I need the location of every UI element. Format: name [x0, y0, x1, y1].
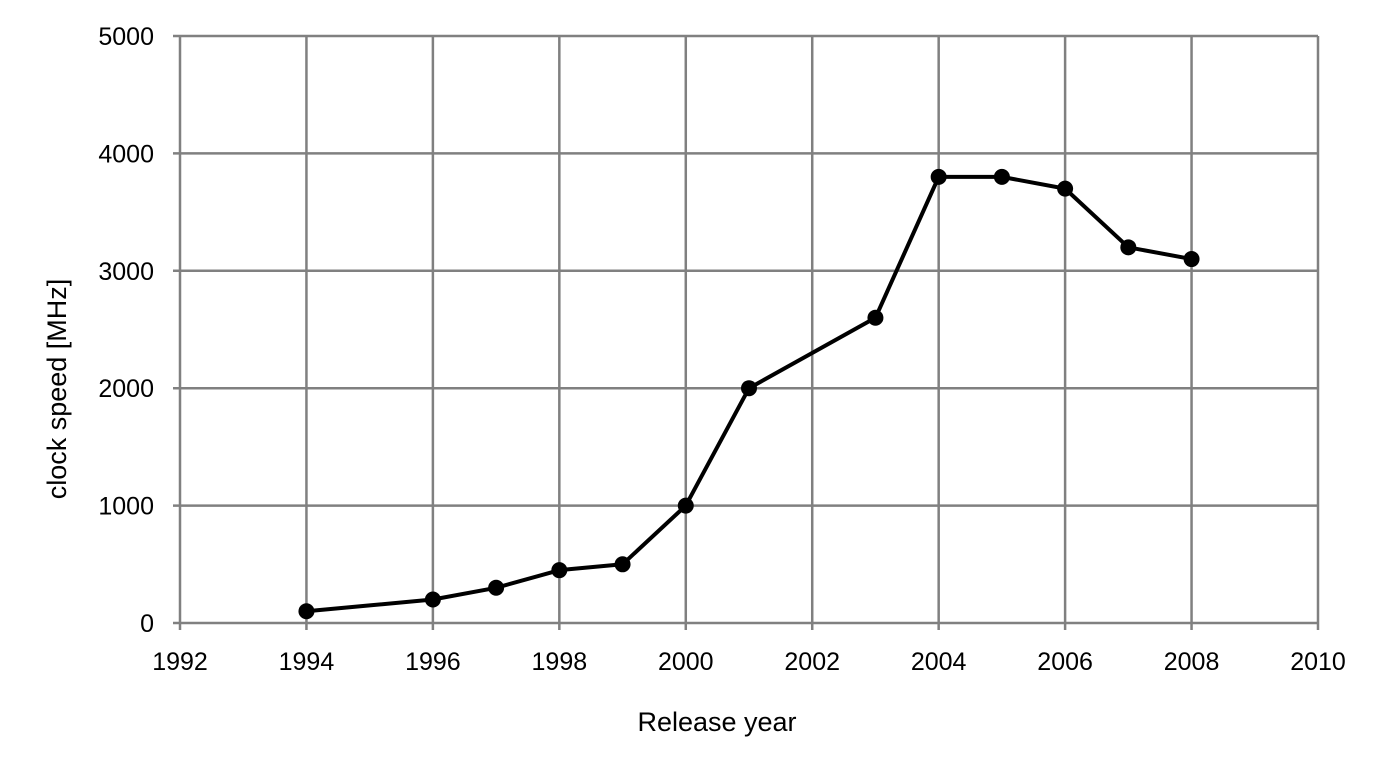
y-tick-label: 1000 — [98, 493, 154, 521]
x-tick-label: 2004 — [911, 648, 967, 676]
data-point — [677, 497, 694, 514]
x-tick-label: 2010 — [1290, 648, 1346, 676]
x-tick-label: 1996 — [405, 648, 461, 676]
x-axis-ticks: 1992 1994 1996 1998 2000 2002 2004 2006 2008 2010 — [152, 648, 1346, 676]
data-point — [993, 168, 1010, 185]
x-axis-title: Release year — [637, 707, 796, 737]
data-point — [488, 579, 505, 596]
data-point — [1120, 239, 1137, 256]
x-tick-label: 2008 — [1164, 648, 1220, 676]
y-tick-label: 3000 — [98, 258, 154, 286]
y-axis-title: clock speed [MHz] — [42, 279, 72, 500]
x-tick-label: 2000 — [658, 648, 714, 676]
grid — [173, 34, 1320, 630]
y-tick-label: 5000 — [98, 23, 154, 51]
y-axis-ticks: 0 1000 2000 3000 4000 5000 — [98, 23, 154, 638]
data-point — [930, 168, 947, 185]
data-point — [298, 603, 315, 620]
y-tick-label: 0 — [140, 610, 154, 638]
data-point — [867, 309, 884, 326]
x-tick-label: 2006 — [1037, 648, 1093, 676]
data-point — [424, 591, 441, 608]
data-point — [741, 380, 757, 397]
x-tick-label: 1998 — [532, 648, 588, 676]
data-point — [551, 562, 568, 579]
x-tick-label: 1994 — [279, 648, 335, 676]
data-point — [614, 556, 631, 573]
data-point — [1057, 180, 1074, 197]
y-tick-label: 4000 — [98, 140, 154, 168]
data-point — [1183, 251, 1200, 268]
x-tick-label: 2002 — [784, 648, 840, 676]
x-tick-label: 1992 — [152, 648, 208, 676]
series-line — [304, 174, 1194, 614]
y-tick-label: 2000 — [98, 375, 154, 403]
series-clock-speed — [298, 168, 1200, 620]
